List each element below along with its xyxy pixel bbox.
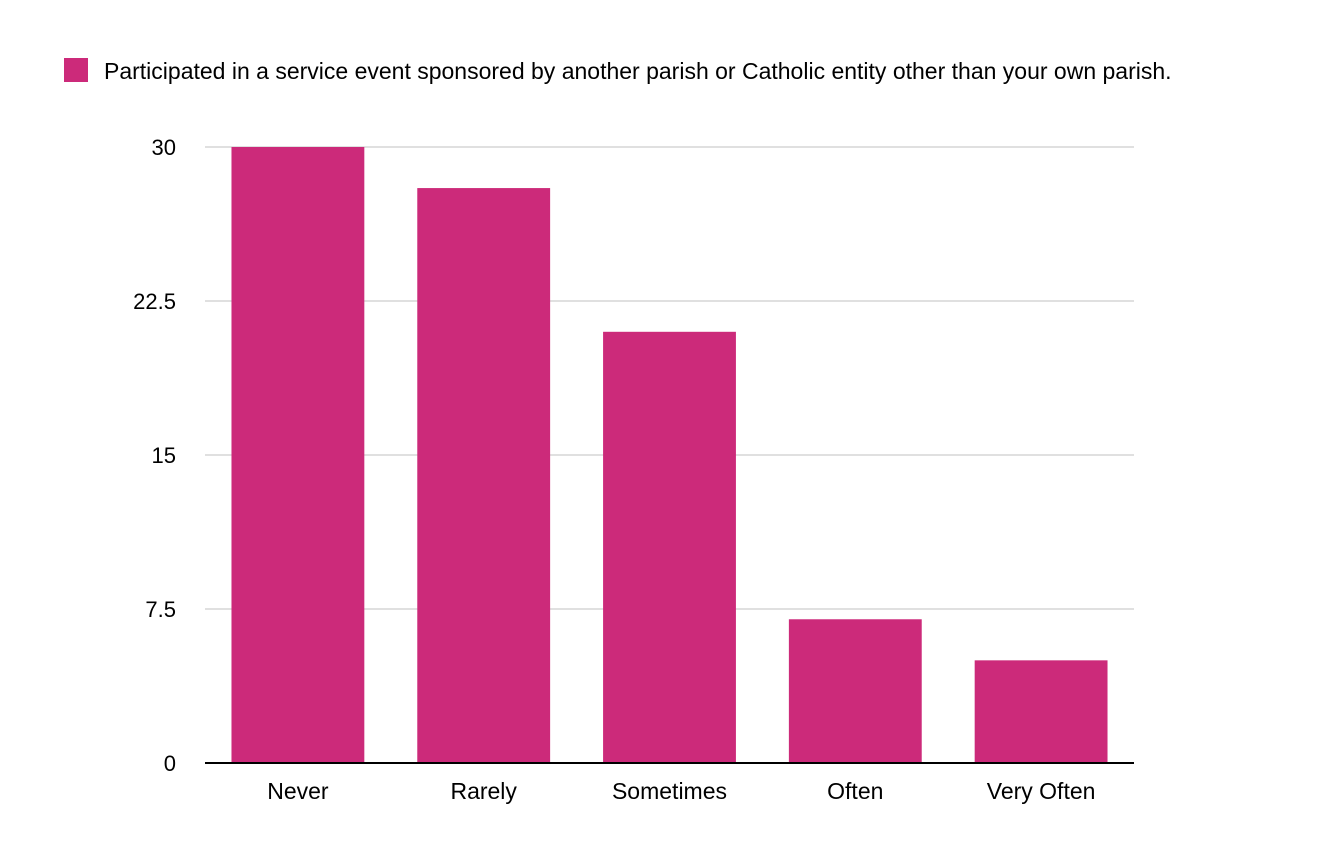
x-category-label: Very Often xyxy=(987,778,1096,804)
bar-never xyxy=(231,147,365,763)
y-tick-label: 7.5 xyxy=(145,597,176,622)
y-tick-label: 22.5 xyxy=(133,289,176,314)
y-tick-label: 0 xyxy=(164,751,176,776)
x-category-label: Sometimes xyxy=(612,778,727,804)
y-axis-tick-labels: 0 7.5 15 22.5 30 xyxy=(133,135,176,776)
x-category-label: Never xyxy=(267,778,329,804)
y-tick-label: 30 xyxy=(152,135,176,160)
y-tick-label: 15 xyxy=(152,443,176,468)
bar-very-often xyxy=(974,660,1108,763)
x-axis-category-labels: Never Rarely Sometimes Often Very Often xyxy=(267,778,1095,804)
legend-swatch xyxy=(64,58,88,82)
legend: Participated in a service event sponsore… xyxy=(64,58,1172,84)
x-category-label: Often xyxy=(827,778,883,804)
bar-sometimes xyxy=(603,331,736,763)
bars xyxy=(231,147,1108,764)
bar-often xyxy=(788,619,922,763)
bar-rarely xyxy=(417,188,551,764)
legend-label: Participated in a service event sponsore… xyxy=(104,58,1172,84)
x-category-label: Rarely xyxy=(450,778,517,804)
